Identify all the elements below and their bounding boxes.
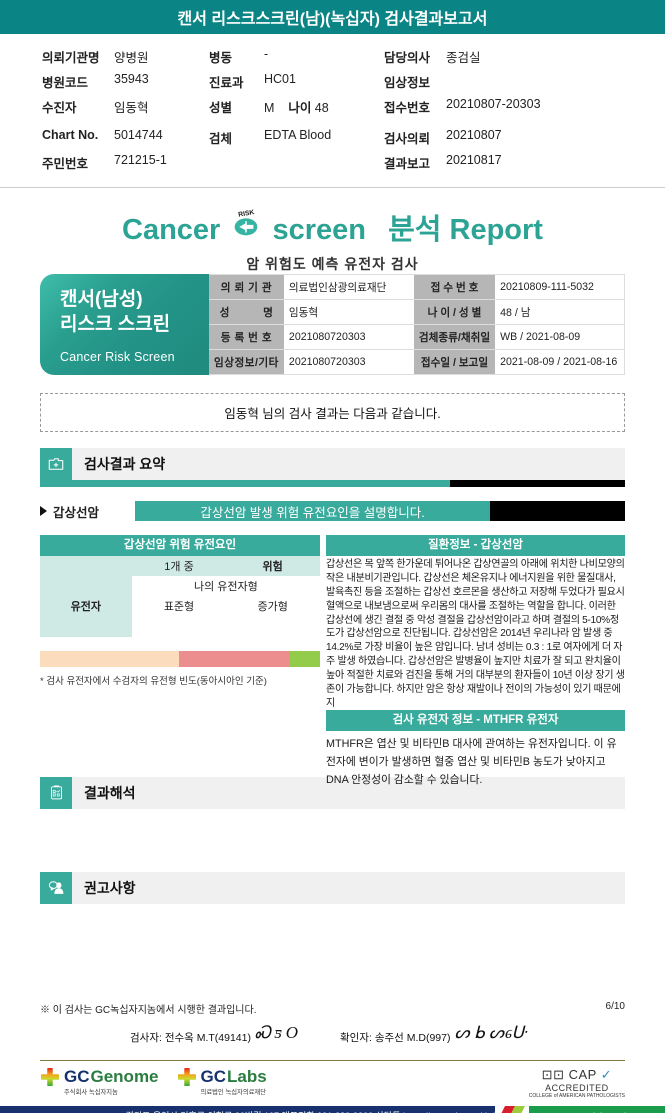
svg-text:RISK: RISK	[238, 209, 255, 219]
